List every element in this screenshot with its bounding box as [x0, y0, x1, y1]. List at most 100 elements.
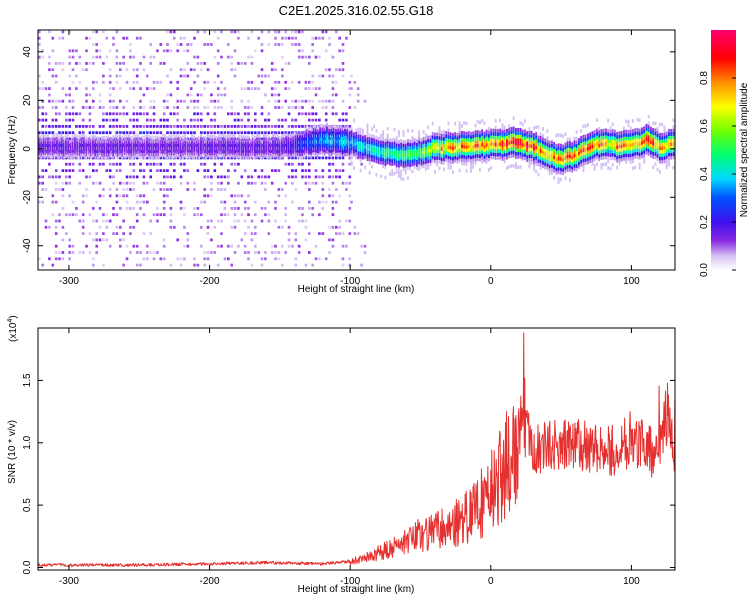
- heat-cell: [458, 148, 461, 152]
- heat-cell: [183, 207, 186, 210]
- heat-cell: [211, 151, 214, 156]
- heat-cell: [141, 156, 144, 160]
- heat-cell: [557, 133, 560, 137]
- heat-cell: [418, 160, 421, 165]
- heat-cell: [42, 134, 45, 138]
- heat-cell: [373, 138, 376, 142]
- heat-cell: [200, 118, 203, 122]
- heat-cell: [643, 150, 646, 154]
- heat-cell: [114, 150, 117, 154]
- heat-cell: [357, 131, 360, 135]
- heat-cell: [60, 147, 63, 151]
- heat-cell: [483, 138, 486, 142]
- heat-cell: [398, 174, 400, 178]
- heat-cell: [38, 175, 41, 179]
- heat-cell: [416, 152, 418, 157]
- heat-cell: [249, 155, 252, 160]
- heat-cell: [213, 141, 216, 146]
- heat-cell: [656, 127, 659, 131]
- heat-cell: [350, 140, 353, 144]
- heat-cell: [44, 225, 48, 229]
- heat-cell: [524, 129, 526, 133]
- heat-cell: [274, 80, 277, 84]
- heat-cell: [254, 87, 257, 90]
- heat-cell: [587, 150, 589, 154]
- heat-cell: [297, 112, 301, 116]
- heat-cell: [530, 140, 533, 145]
- heat-cell: [409, 166, 412, 171]
- heat-cell: [427, 142, 430, 146]
- heat-cell: [68, 194, 71, 198]
- heat-cell: [355, 135, 358, 139]
- heat-cell: [142, 257, 146, 261]
- heat-cell: [65, 112, 68, 116]
- heat-cell: [276, 144, 279, 149]
- heat-cell: [68, 181, 71, 185]
- heat-cell: [638, 142, 641, 146]
- heat-cell: [596, 131, 598, 136]
- heat-cell: [366, 126, 369, 131]
- heat-cell: [587, 140, 589, 144]
- heat-cell: [476, 130, 479, 134]
- heat-cell: [346, 139, 349, 143]
- heat-cell: [301, 207, 304, 210]
- heat-cell: [61, 68, 65, 72]
- heat-cell: [218, 133, 220, 137]
- heat-cell: [292, 143, 295, 147]
- heat-cell: [429, 142, 432, 146]
- heat-cell: [68, 244, 71, 248]
- heat-cell: [301, 125, 304, 128]
- heat-cell: [175, 137, 178, 142]
- heat-cell: [404, 150, 407, 154]
- heat-cell: [508, 131, 511, 135]
- heat-cell: [101, 152, 103, 157]
- heat-cell: [575, 154, 578, 158]
- heat-cell: [230, 62, 233, 65]
- heat-cell: [634, 152, 637, 156]
- heat-cell: [240, 148, 243, 153]
- heat-cell: [247, 106, 250, 109]
- heat-cell: [555, 147, 558, 151]
- heat-cell: [359, 158, 362, 162]
- heat-cell: [231, 154, 234, 158]
- heat-cell: [65, 232, 68, 235]
- heat-cell: [373, 158, 376, 163]
- heat-cell: [170, 144, 173, 149]
- heat-cell: [203, 251, 206, 254]
- heat-cell: [166, 156, 169, 161]
- heat-cell: [186, 188, 190, 191]
- heat-cell: [159, 257, 163, 261]
- heat-cell: [182, 138, 184, 143]
- heat-cell: [587, 133, 589, 138]
- heat-cell: [135, 263, 139, 267]
- heat-cell: [348, 219, 352, 223]
- heat-cell: [132, 131, 136, 135]
- heat-cell: [465, 159, 468, 163]
- heat-cell: [44, 188, 48, 191]
- heat-cell: [134, 140, 137, 145]
- heat-cell: [335, 200, 338, 204]
- heat-cell: [526, 151, 529, 156]
- heat-cell: [125, 181, 129, 185]
- heat-cell: [427, 149, 430, 153]
- heat-cell: [103, 156, 106, 160]
- heat-cell: [499, 132, 502, 136]
- heat-cell: [119, 99, 122, 103]
- heat-cell: [51, 194, 55, 198]
- heat-cell: [542, 140, 544, 145]
- heat-cell: [641, 137, 643, 142]
- heat-cell: [308, 207, 311, 210]
- heat-cell: [193, 145, 196, 149]
- heat-cell: [494, 156, 497, 160]
- heat-cell: [569, 137, 571, 142]
- heat-cell: [524, 156, 526, 161]
- heat-cell: [571, 142, 574, 146]
- heat-cell: [103, 149, 106, 154]
- heat-cell: [499, 149, 502, 153]
- heat-cell: [566, 164, 569, 169]
- heat-cell: [508, 151, 511, 156]
- heat-cell: [452, 146, 454, 151]
- heat-cell: [389, 145, 391, 149]
- heat-cell: [135, 112, 139, 116]
- heat-cell: [61, 225, 65, 229]
